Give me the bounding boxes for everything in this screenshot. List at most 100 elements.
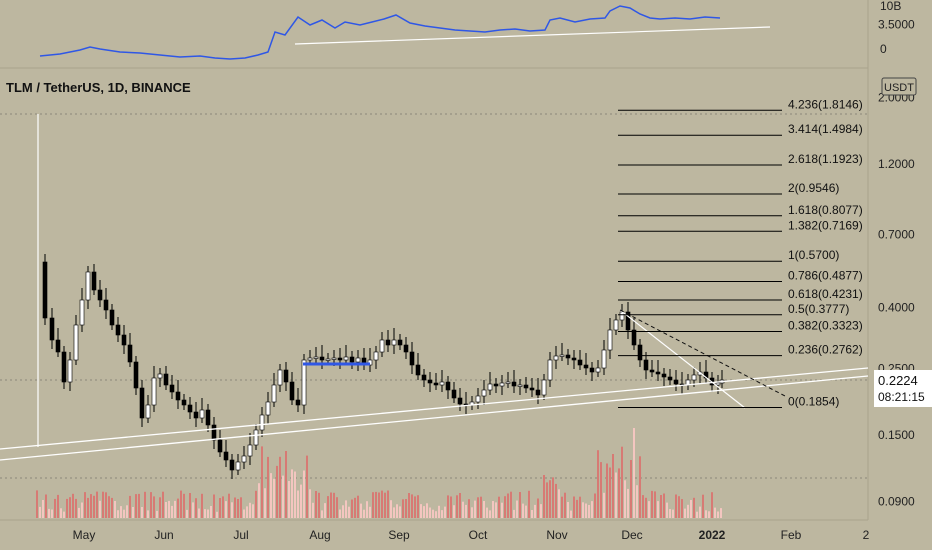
volume-bar — [288, 481, 290, 518]
volume-bar — [162, 491, 164, 518]
time-axis[interactable]: May Jun Jul Aug Sep Oct Nov Dec 2022 Feb 2 — [73, 528, 870, 542]
volume-bar — [45, 494, 47, 518]
fib-level-label: 2(0.9546) — [788, 181, 839, 195]
candle-body — [505, 381, 511, 384]
volume-bar — [720, 508, 722, 518]
candle-body — [547, 359, 553, 381]
candle-body — [637, 344, 643, 361]
volume-bar — [498, 496, 500, 518]
volume-bar — [450, 496, 452, 518]
volume-bar — [468, 499, 470, 518]
candle-body — [559, 354, 565, 357]
volume-bar — [309, 489, 311, 518]
volume-bar — [507, 493, 509, 518]
volume-bar — [660, 495, 662, 518]
candle-body — [163, 373, 169, 386]
indicator-line — [39, 5, 721, 60]
candle-body — [613, 319, 619, 331]
currency-badge-label: USDT — [884, 82, 914, 94]
volume-bar — [693, 497, 695, 518]
volume-bar — [201, 493, 203, 518]
candle-body — [42, 261, 48, 319]
fib-extension[interactable]: 4.236(1.8146) 3.414(1.4984) 2.618(1.1923) 2… — [618, 97, 863, 409]
volume-bar — [123, 509, 125, 518]
fib-level-label: 4.236(1.8146) — [788, 97, 863, 111]
volume-bar — [360, 503, 362, 518]
volume-bar — [270, 473, 272, 518]
volume-bar — [138, 493, 140, 518]
volume-bar — [453, 505, 455, 518]
volume-bar — [225, 501, 227, 518]
candle-body — [223, 451, 229, 461]
volume-bar — [273, 478, 275, 518]
candle-body — [97, 289, 103, 301]
volume-bar — [276, 465, 278, 518]
candle-body — [565, 354, 571, 359]
time-axis-tick: Jun — [154, 528, 173, 542]
volume-bars — [36, 428, 722, 518]
volume-bar — [549, 480, 551, 518]
volume-bar — [204, 509, 206, 518]
volume-bar — [699, 506, 701, 518]
candle-body — [307, 357, 313, 361]
price-axis-tick: 0.1500 — [878, 428, 915, 442]
volume-bar — [114, 501, 116, 518]
candle-body — [715, 382, 721, 386]
volume-bar — [603, 492, 605, 518]
volume-bar — [672, 509, 674, 518]
candle-body — [193, 411, 199, 419]
candle-body — [103, 299, 109, 311]
volume-bar — [171, 505, 173, 518]
volume-bar — [72, 493, 74, 518]
candle-body — [325, 358, 331, 361]
volume-bar — [612, 454, 614, 518]
symbol-title: TLM / TetherUS, 1D, BINANCE — [6, 80, 191, 95]
volume-bar — [579, 496, 581, 518]
volume-bar — [675, 494, 677, 518]
volume-bar — [336, 497, 338, 518]
volume-bar — [696, 511, 698, 518]
volume-bar — [384, 492, 386, 518]
candle-body — [661, 373, 667, 378]
support-trendline-lower[interactable] — [0, 375, 869, 461]
fib-level-label: 3.414(1.4984) — [788, 122, 863, 136]
volume-bar — [330, 492, 332, 518]
candle-body — [487, 383, 493, 391]
volume-bar — [294, 471, 296, 518]
price-axis-tick: 0.7000 — [878, 227, 915, 241]
volume-bar — [150, 492, 152, 518]
resistance-trendline[interactable] — [619, 309, 746, 409]
candle-body — [283, 369, 289, 383]
volume-bar — [663, 493, 665, 518]
volume-bar — [711, 492, 713, 518]
volume-bar — [246, 506, 248, 518]
support-trendline-upper[interactable] — [0, 367, 869, 450]
candle-body — [229, 459, 235, 471]
volume-bar — [180, 490, 182, 518]
volume-bar — [231, 502, 233, 518]
fib-diagonal-dashed[interactable] — [619, 309, 786, 397]
volume-bar — [642, 495, 644, 518]
volume-bar — [318, 492, 320, 518]
volume-bar — [606, 463, 608, 518]
volume-bar — [186, 509, 188, 518]
candle-body — [349, 356, 355, 363]
candle-body — [301, 359, 307, 406]
candle-body — [139, 387, 145, 419]
volume-bar — [159, 497, 161, 518]
candle-body — [49, 317, 55, 341]
volume-bar — [195, 498, 197, 518]
price-axis-tick: 3.5000 — [878, 18, 915, 32]
volume-bar — [405, 499, 407, 518]
indicator-pane — [39, 5, 771, 60]
candle-body — [691, 374, 697, 381]
candle-body — [85, 271, 91, 301]
candle-body — [481, 389, 487, 397]
currency-badge[interactable] — [881, 77, 917, 96]
volume-bar — [264, 488, 266, 518]
volume-bar — [348, 506, 350, 518]
time-axis-tick: 2 — [863, 528, 870, 542]
volume-bar — [381, 490, 383, 518]
volume-bar — [87, 497, 89, 518]
